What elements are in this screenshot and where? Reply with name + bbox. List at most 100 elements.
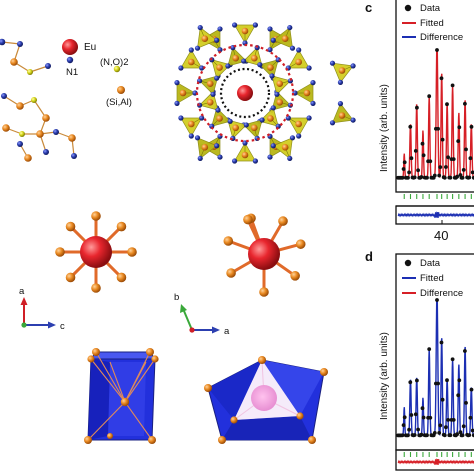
n1-atom — [269, 73, 275, 79]
sial-atom — [241, 27, 249, 35]
data-point — [446, 155, 450, 160]
panel-c-legend-difference: Difference — [420, 32, 463, 43]
panel-c-legend: Data Fitted Difference — [402, 3, 463, 43]
outer-coordination-ring — [195, 43, 295, 143]
data-point — [450, 357, 455, 362]
data-point — [408, 380, 413, 385]
n1-atom — [243, 122, 249, 128]
ligand-atom — [91, 283, 101, 293]
ligand-atom — [226, 268, 236, 278]
data-point — [427, 94, 432, 99]
panel-c-tick-40: 40 — [434, 228, 448, 243]
difference-curve — [397, 211, 474, 219]
data-point — [419, 432, 424, 437]
sial-atom — [251, 54, 258, 62]
data-point — [425, 175, 429, 180]
panel-d-legend: Data Fitted Difference — [402, 258, 463, 299]
fitted-curve — [398, 49, 474, 179]
sial-atom — [251, 124, 258, 132]
sial-atom — [216, 64, 223, 71]
n1-atom — [174, 100, 180, 106]
n1-atom — [259, 117, 265, 123]
n1-atom — [215, 107, 221, 113]
n1-atom — [267, 26, 273, 32]
data-point — [451, 418, 456, 422]
n1-atom — [289, 45, 296, 51]
n1-atom — [296, 133, 302, 139]
data-point — [463, 101, 467, 106]
n1-atom — [337, 101, 344, 107]
ligand-atom — [278, 216, 288, 226]
axis-b-label: b — [174, 292, 179, 303]
data-point — [464, 401, 468, 405]
n1-atom — [214, 37, 220, 43]
sial-atom — [338, 67, 346, 74]
data-point — [455, 174, 459, 179]
data-point — [435, 48, 439, 52]
panel-d: d Intensity (arb. units) Data Fitted Dif… — [365, 249, 474, 471]
data-point — [400, 175, 405, 180]
axes-triad-ac: a c — [19, 286, 65, 332]
data-point — [408, 124, 413, 129]
sial-atom — [188, 58, 195, 66]
data-point — [448, 433, 453, 438]
data-point — [402, 415, 407, 420]
n1-atom — [329, 60, 336, 66]
data-point — [456, 393, 461, 398]
data-point — [468, 415, 473, 420]
data-point — [455, 432, 459, 437]
ligand-atom — [259, 287, 269, 297]
n1-atom — [296, 47, 302, 53]
data-point — [401, 423, 406, 427]
data-point — [464, 147, 468, 152]
n1-atom — [310, 80, 316, 86]
data-point — [444, 425, 448, 430]
n1-atom — [252, 22, 258, 28]
sial-atom — [179, 89, 187, 97]
sial-atom — [276, 99, 284, 106]
n1-atom — [252, 158, 258, 164]
eu-cluster-left — [55, 211, 137, 293]
data-point — [469, 124, 474, 129]
eu-legend-label: Eu — [84, 42, 96, 53]
sial-legend-label: (Si,Al) — [106, 97, 132, 108]
panel-c-legend-data: Data — [420, 3, 441, 14]
n1-atom — [210, 91, 216, 97]
data-point — [439, 340, 444, 345]
sial-atom — [206, 80, 214, 87]
eu-atom — [248, 238, 280, 270]
n1-atom — [274, 91, 280, 97]
data-point — [421, 153, 426, 158]
panel-d-letter: d — [365, 249, 373, 264]
sial-legend-atom — [117, 86, 125, 94]
data-point — [420, 406, 425, 411]
eu-cluster-right — [223, 213, 306, 297]
ligand-atom — [116, 272, 127, 283]
data-point — [412, 175, 417, 180]
sial-atom — [201, 35, 209, 42]
data-point — [428, 159, 433, 164]
sial-atom — [281, 144, 289, 151]
data-point — [461, 168, 466, 172]
data-point — [438, 423, 443, 428]
n1-atom — [270, 143, 276, 149]
data-point — [439, 76, 444, 81]
sial-atom — [232, 54, 239, 62]
ligand-atom — [116, 221, 127, 232]
data-point — [450, 83, 455, 88]
n1-atom — [257, 62, 263, 68]
data-point — [419, 175, 424, 179]
n1-atom — [197, 155, 203, 162]
data-point — [469, 387, 474, 392]
n1-atom — [194, 135, 201, 141]
data-point — [451, 157, 456, 162]
data-point — [409, 413, 414, 417]
data-point — [442, 433, 447, 438]
data-point — [427, 347, 432, 351]
n1-atom — [306, 115, 312, 121]
data-point — [406, 433, 410, 438]
n1-atom — [337, 79, 344, 85]
data-point — [435, 298, 439, 302]
